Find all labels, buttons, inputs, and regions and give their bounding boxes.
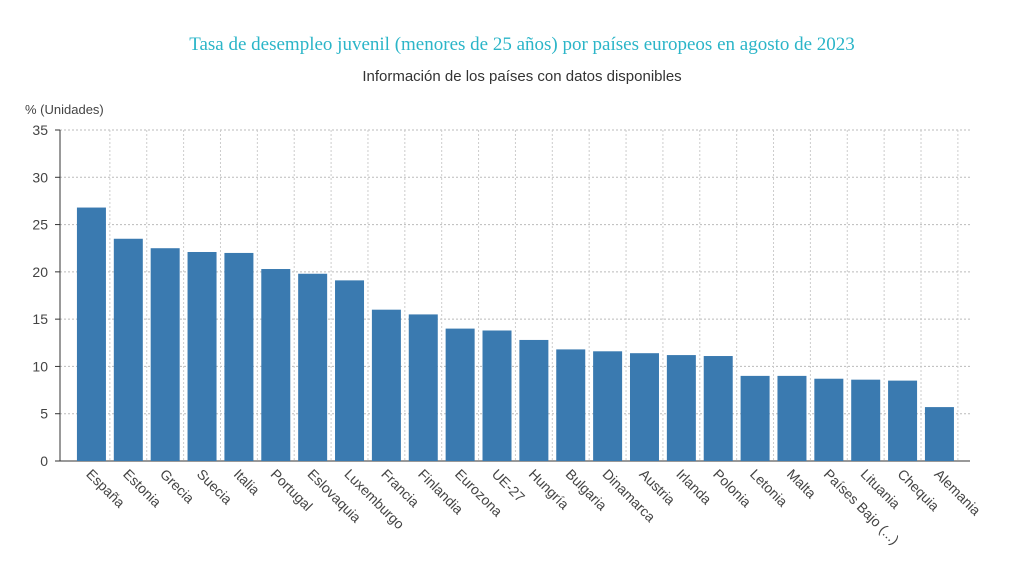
bar xyxy=(666,355,696,461)
bar xyxy=(519,339,549,461)
bar xyxy=(113,238,143,461)
bar xyxy=(224,252,254,461)
bar xyxy=(888,380,918,461)
bar xyxy=(924,407,954,461)
bar xyxy=(777,375,807,461)
y-tick-label: 0 xyxy=(40,453,48,469)
bar xyxy=(814,378,844,461)
chart-subtitle: Información de los países con datos disp… xyxy=(362,68,681,85)
x-tick-label: Irlanda xyxy=(673,466,715,508)
chart-title: Tasa de desempleo juvenil (menores de 25… xyxy=(189,34,855,55)
bar xyxy=(445,328,475,461)
bar xyxy=(482,330,512,461)
y-tick-label: 10 xyxy=(32,358,48,374)
bar xyxy=(408,314,438,461)
x-tick-label: Suecia xyxy=(194,466,236,508)
bar xyxy=(371,309,401,461)
bar xyxy=(298,273,328,461)
y-tick-label: 35 xyxy=(32,122,48,138)
bar xyxy=(629,353,659,461)
bar xyxy=(556,349,586,461)
bar xyxy=(76,207,106,461)
y-tick-label: 20 xyxy=(32,264,48,280)
x-tick-label: Polonia xyxy=(710,466,754,510)
y-tick-label: 15 xyxy=(32,311,48,327)
x-tick-label: Hungría xyxy=(526,466,573,513)
y-tick-label: 5 xyxy=(40,406,48,422)
x-tick-label: Italia xyxy=(231,466,263,498)
bar xyxy=(593,351,623,461)
bar xyxy=(261,269,291,461)
y-tick-label: 25 xyxy=(32,217,48,233)
x-tick-label: España xyxy=(83,466,128,511)
x-tick-label: Letonia xyxy=(747,466,791,510)
bar xyxy=(703,356,733,461)
bar xyxy=(740,375,770,461)
bar xyxy=(150,248,180,461)
x-tick-label: Alemania xyxy=(931,466,984,519)
bar xyxy=(187,251,217,461)
y-tick-label: 30 xyxy=(32,169,48,185)
x-tick-label: Estonia xyxy=(120,466,164,510)
x-tick-label: Grecia xyxy=(157,466,198,507)
y-axis-label: % (Unidades) xyxy=(25,102,104,117)
bar xyxy=(851,379,881,461)
bar xyxy=(335,280,365,461)
